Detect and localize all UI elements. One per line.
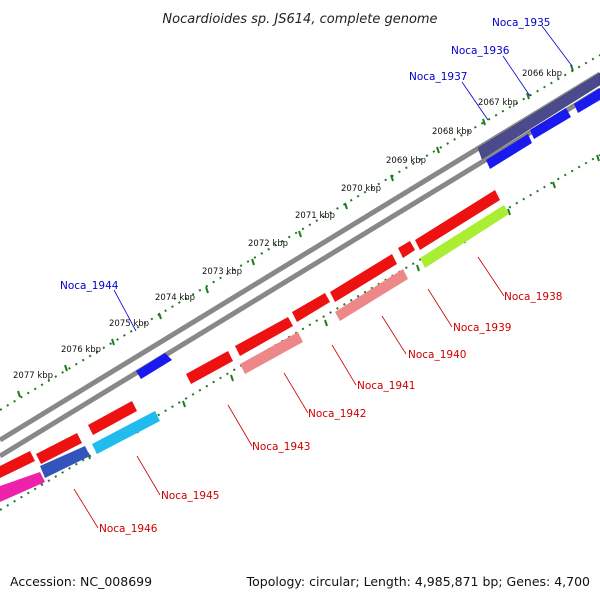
- outer-tick-1: [526, 92, 530, 100]
- reverse-strand-genes: [0, 190, 509, 502]
- gene-noca-1945-shape[interactable]: [92, 411, 160, 454]
- inner-tick-4: [416, 264, 420, 272]
- tick-label-2068: 2068 kbp: [432, 127, 472, 137]
- gene-noca-1944-shape[interactable]: [136, 353, 172, 379]
- gene-noca-1946d-shape[interactable]: [0, 472, 45, 502]
- gene-noca-1937-shape[interactable]: [486, 134, 532, 169]
- gene-label-noca-1942[interactable]: Noca_1942: [308, 408, 366, 420]
- leader-noca-1939: [427, 288, 453, 328]
- gene-noca-1936b-shape[interactable]: [574, 88, 600, 113]
- leader-noca-1938: [477, 256, 505, 297]
- outer-tick-2: [482, 118, 486, 126]
- leader-noca-1936: [502, 55, 531, 97]
- tick-label-2076: 2076 kbp: [61, 345, 101, 355]
- leader-noca-1941: [331, 344, 357, 386]
- gene-label-noca-1946[interactable]: Noca_1946: [99, 523, 158, 535]
- gene-noca-1939-shape[interactable]: [415, 190, 500, 250]
- leader-noca-1945: [136, 455, 161, 496]
- outer-tick-4: [390, 174, 394, 182]
- forward-strand-genes: [136, 72, 600, 379]
- gene-noca-1941-shape[interactable]: [330, 254, 397, 302]
- leader-noca-1943: [227, 404, 253, 447]
- tick-label-2074: 2074 kbp: [155, 293, 195, 303]
- gene-noca-1940-shape[interactable]: [335, 269, 408, 321]
- gene-label-noca-1938[interactable]: Noca_1938: [504, 291, 562, 303]
- gene-label-noca-1940[interactable]: Noca_1940: [408, 349, 466, 361]
- gene-label-noca-1945[interactable]: Noca_1945: [161, 490, 219, 502]
- inner-tick-6: [324, 319, 328, 327]
- gene-noca-1938-shape[interactable]: [420, 205, 509, 268]
- leader-noca-1935: [541, 25, 573, 67]
- label-leader-lines: [73, 25, 573, 529]
- inner-tick-0: [596, 154, 600, 162]
- leader-noca-1944: [113, 289, 137, 332]
- gene-noca-1942-shape[interactable]: [240, 332, 303, 374]
- outer-tick-3: [436, 146, 440, 154]
- outer-tick-0: [570, 64, 574, 72]
- inner-tick-1: [552, 181, 556, 189]
- gene-label-noca-1943[interactable]: Noca_1943: [252, 441, 310, 453]
- outer-tick-7: [251, 258, 255, 266]
- gene-noca-1945b-shape[interactable]: [88, 401, 137, 435]
- tick-label-2070: 2070 kbp: [341, 184, 381, 194]
- gene-labels: Noca_1935 Noca_1936 Noca_1937 Noca_1944 …: [60, 17, 562, 535]
- gene-label-noca-1935[interactable]: Noca_1935: [492, 17, 550, 29]
- tick-label-2075: 2075 kbp: [109, 319, 149, 329]
- leader-noca-1946: [73, 488, 99, 529]
- inner-tick-8: [230, 374, 234, 382]
- scale-tick-labels: 2066 kbp 2067 kbp 2068 kbp 2069 kbp 2070…: [13, 69, 562, 381]
- tick-label-2067: 2067 kbp: [478, 98, 518, 108]
- gene-noca-1946a-shape[interactable]: [36, 433, 82, 464]
- backbone-inner-line: [0, 87, 600, 459]
- genome-summary-label: Topology: circular; Length: 4,985,871 bp…: [246, 574, 590, 589]
- gene-noca-1946c-shape[interactable]: [40, 446, 90, 478]
- map-title: Nocardioides sp. JS614, complete genome: [162, 12, 437, 27]
- gene-noca-1946b-shape[interactable]: [0, 451, 35, 478]
- outer-tick-12: [17, 390, 21, 398]
- gene-label-noca-1939[interactable]: Noca_1939: [453, 322, 511, 334]
- gene-label-noca-1941[interactable]: Noca_1941: [357, 380, 415, 392]
- tick-label-2069: 2069 kbp: [386, 156, 426, 166]
- gene-noca-1943-shape[interactable]: [235, 317, 293, 356]
- outer-tick-11: [64, 364, 68, 372]
- gene-noca-1941b-shape[interactable]: [292, 293, 330, 322]
- tick-label-2077: 2077 kbp: [13, 371, 53, 381]
- outer-tick-9: [158, 312, 162, 320]
- tick-label-2072: 2072 kbp: [248, 239, 288, 249]
- tick-label-2071: 2071 kbp: [295, 211, 335, 221]
- tick-label-2073: 2073 kbp: [202, 267, 242, 277]
- leader-noca-1937: [461, 81, 489, 121]
- gene-label-noca-1944[interactable]: Noca_1944: [60, 280, 119, 292]
- outer-tick-5: [344, 202, 348, 210]
- leader-noca-1942: [283, 372, 309, 414]
- gene-label-noca-1936[interactable]: Noca_1936: [451, 45, 510, 57]
- tick-label-2066: 2066 kbp: [522, 69, 562, 79]
- outer-tick-10: [111, 338, 115, 346]
- accession-label: Accession: NC_008699: [10, 574, 153, 589]
- inner-tick-9: [182, 400, 186, 408]
- outer-tick-8: [205, 286, 209, 294]
- gene-noca-1939b-shape[interactable]: [398, 241, 415, 258]
- gene-noca-1936-shape[interactable]: [530, 108, 571, 139]
- outer-tick-6: [298, 230, 302, 238]
- inner-tick-2: [507, 208, 511, 216]
- gene-label-noca-1937[interactable]: Noca_1937: [409, 71, 467, 83]
- gene-noca-1935-shape[interactable]: [477, 72, 600, 160]
- gene-noca-1943b-shape[interactable]: [186, 351, 233, 384]
- leader-noca-1940: [381, 315, 407, 355]
